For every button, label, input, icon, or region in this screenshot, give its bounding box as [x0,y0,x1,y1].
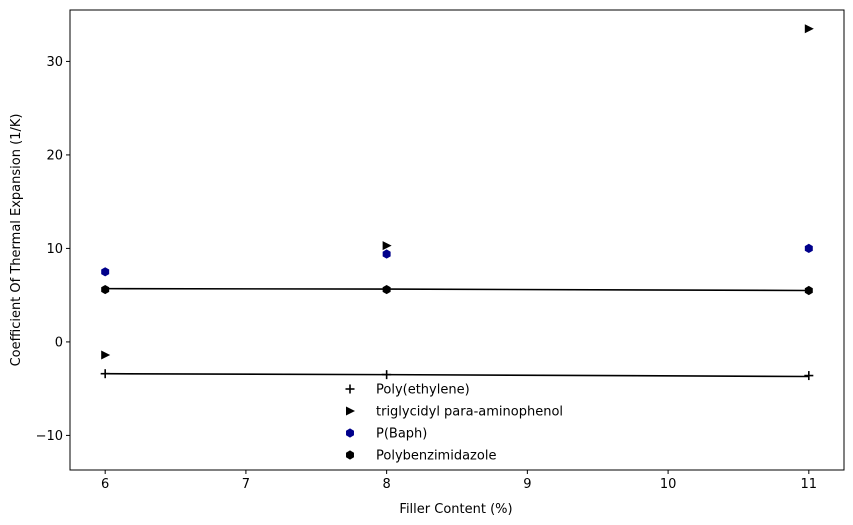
data-point [100,369,110,379]
data-point [804,371,814,381]
data-point [382,241,392,251]
legend-label: triglycidyl para-aminophenol [376,405,563,420]
data-point [804,24,814,34]
y-tick-label: 30 [46,55,63,70]
legend-marker [346,450,354,460]
y-tick-label: −10 [36,429,63,444]
legend-label: P(Baph) [376,427,427,442]
data-point [101,267,110,277]
y-axis-ticks: −10 0 10 20 30 [36,55,70,444]
x-tick-label: 7 [242,477,250,492]
legend-label: Polybenzimidazole [376,449,496,464]
data-point [804,285,813,296]
x-tick-label: 9 [523,477,531,492]
legend-marker [346,406,355,416]
x-axis-ticks: 6 7 8 9 10 11 [101,470,817,492]
y-tick-label: 20 [46,148,63,163]
data-point [382,249,391,259]
data-points [100,24,814,381]
legend-marker [345,384,355,394]
plot-area [69,9,845,471]
data-point [804,243,813,254]
data-point [101,284,110,295]
x-tick-label: 8 [382,477,390,492]
data-point [382,284,391,295]
x-tick-label: 10 [660,477,677,492]
x-axis-label: Filler Content (%) [399,502,512,517]
y-axis-label: Coefficient Of Thermal Expansion (1/K) [9,114,24,367]
legend: Poly(ethylene) triglycidyl para-aminophen… [345,383,563,464]
y-tick-label: 10 [46,242,63,257]
legend-marker [346,428,354,438]
data-point [101,350,111,360]
y-tick-label: 0 [55,335,63,350]
x-tick-label: 6 [101,477,109,492]
data-point [382,370,392,380]
x-tick-label: 11 [801,477,818,492]
legend-label: Poly(ethylene) [376,383,470,398]
